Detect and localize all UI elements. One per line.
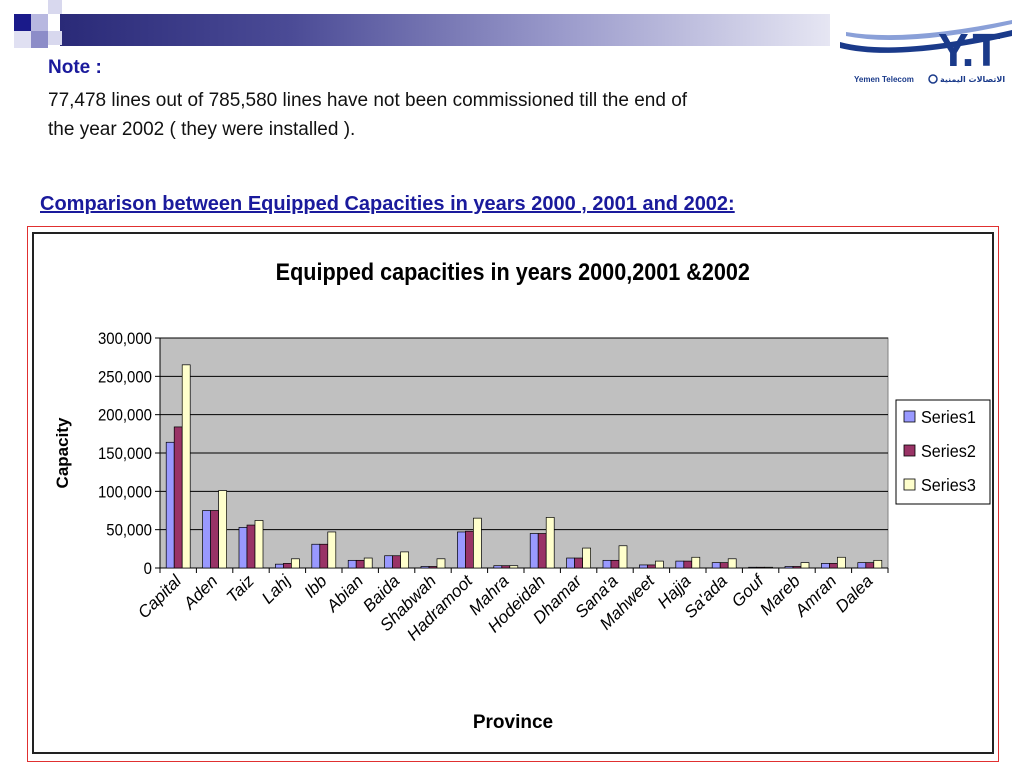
bar-series1-lahj: [275, 563, 284, 569]
bar-series3-hajja: [691, 556, 701, 569]
bar-series1-hadramoot: [457, 531, 466, 569]
x-axis-label: Province: [473, 712, 553, 733]
y-tick-label: 250,000: [98, 369, 152, 387]
corner-squares-decoration: [14, 0, 62, 48]
bar-series1-abian: [347, 559, 357, 569]
bar-series3-ibb: [327, 531, 337, 569]
bar-series2-abian: [355, 559, 365, 569]
bar-series1-capital: [165, 441, 175, 569]
bar-series1-saada: [711, 562, 721, 569]
bar-series3-dalea: [873, 559, 883, 569]
x-tick-label: Capital: [134, 571, 186, 623]
legend-swatch-series1: [903, 410, 916, 423]
bar-series1-mareb: [784, 566, 794, 569]
note-title: Note :: [48, 57, 102, 78]
x-tick-label: Aden: [179, 571, 221, 613]
bar-series1-dhamar: [566, 557, 575, 569]
bar-series3-aden: [218, 490, 227, 569]
bar-series2-gouf: [756, 566, 765, 569]
bar-series1-baida: [384, 555, 393, 569]
bar-series1-aden: [202, 510, 211, 569]
bar-series1-hodeidah: [529, 533, 539, 569]
y-axis-label: Capacity: [53, 417, 72, 488]
bar-series1-mahra: [493, 565, 503, 569]
note-body: 77,478 lines out of 785,580 lines have n…: [48, 86, 938, 144]
bar-series2-mahweet: [647, 564, 656, 569]
x-tick-label: Amran: [791, 571, 841, 621]
yemen-telecom-logo: Y.T Yemen Telecom الاتصالات اليمنية: [840, 20, 1012, 84]
bar-series1-amran: [821, 563, 830, 569]
bar-series2-mareb: [792, 566, 802, 569]
legend-swatch-series3: [903, 478, 916, 491]
bar-series2-ibb: [319, 543, 329, 569]
bar-series2-aden: [210, 510, 219, 569]
x-tick-label: Dalea: [832, 571, 877, 616]
bar-series3-saada: [727, 558, 737, 569]
bar-series3-dhamar: [582, 547, 591, 569]
bar-series2-capital: [173, 426, 183, 569]
slide-content-frame: [27, 226, 999, 762]
note-line-2: the year 2002 ( they were installed ).: [48, 119, 356, 140]
bar-series1-gouf: [748, 566, 757, 569]
bar-series1-dalea: [857, 562, 867, 569]
bar-chart: Equipped capacities in years 2000,2001 &…: [53, 258, 991, 733]
header-gradient-bar: [60, 14, 830, 46]
bar-series3-taiz: [254, 520, 264, 569]
bar-series3-hodeidah: [545, 517, 555, 569]
bar-series3-mareb: [800, 562, 810, 569]
bar-series1-mahweet: [639, 564, 648, 569]
logo-emblem-icon: [928, 74, 938, 84]
section-heading: Comparison between Equipped Capacities i…: [40, 193, 735, 215]
bar-series2-mahra: [501, 565, 511, 569]
x-tick-label: Taiz: [223, 571, 258, 606]
x-tick-label: Lahj: [258, 571, 295, 608]
bar-series2-hadramoot: [465, 530, 474, 569]
bar-series3-abian: [363, 557, 373, 569]
bar-series3-mahra: [509, 565, 519, 569]
bar-series2-taiz: [246, 524, 256, 569]
chart-container: Equipped capacities in years 2000,2001 &…: [32, 232, 994, 754]
bar-series3-shabwah: [436, 558, 446, 569]
bar-series2-hodeidah: [537, 533, 547, 569]
bar-series1-hajja: [675, 560, 685, 569]
bar-series3-gouf: [764, 566, 773, 569]
bar-series1-taiz: [238, 527, 248, 569]
y-tick-label: 150,000: [98, 445, 152, 463]
bar-series3-mahweet: [655, 560, 664, 569]
bar-series3-capital: [181, 364, 191, 569]
x-tick-label: Ibb: [300, 571, 330, 601]
chart-title: Equipped capacities in years 2000,2001 &…: [276, 258, 750, 285]
bar-series3-baida: [400, 551, 409, 569]
bar-series1-sanaa: [602, 559, 612, 569]
legend-label-series2: Series2: [921, 441, 976, 461]
y-tick-label: 0: [144, 560, 152, 578]
y-tick-label: 100,000: [98, 484, 152, 502]
bar-series2-dalea: [865, 562, 875, 569]
bar-series3-lahj: [291, 558, 300, 569]
logo-text-en: Yemen Telecom: [854, 75, 914, 84]
bar-series1-shabwah: [420, 566, 430, 569]
bar-series2-lahj: [283, 563, 292, 569]
y-tick-label: 50,000: [106, 522, 152, 540]
logo-mark: Y.T: [938, 24, 1000, 76]
legend-label-series3: Series3: [921, 475, 976, 495]
bar-series3-hadramoot: [473, 517, 482, 569]
legend-label-series1: Series1: [921, 407, 976, 427]
bar-series2-amran: [829, 563, 838, 569]
bar-series1-ibb: [311, 543, 321, 569]
bar-series2-baida: [392, 555, 401, 569]
bar-series2-dhamar: [574, 557, 583, 569]
y-tick-label: 200,000: [98, 407, 152, 425]
note-line-1: 77,478 lines out of 785,580 lines have n…: [48, 90, 688, 111]
bar-series2-hajja: [683, 560, 693, 569]
bar-series2-shabwah: [428, 566, 438, 569]
bar-series2-saada: [719, 562, 729, 569]
bar-series3-amran: [837, 556, 846, 569]
y-tick-label: 300,000: [98, 330, 152, 348]
bar-series2-sanaa: [610, 559, 620, 569]
bar-series3-sanaa: [618, 545, 628, 569]
legend-swatch-series2: [903, 444, 916, 457]
x-tick-label: Abian: [322, 571, 367, 616]
logo-text-ar: الاتصالات اليمنية: [940, 75, 1005, 84]
